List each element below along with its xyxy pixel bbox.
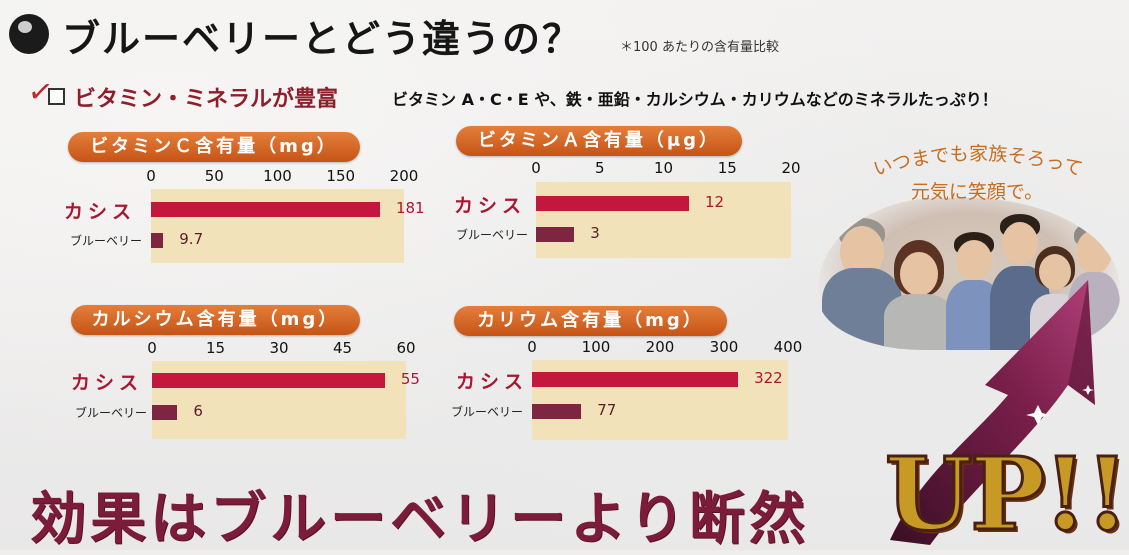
mother-figure [884, 238, 954, 350]
tick-label: 300 [709, 338, 739, 356]
data-label: 6 [193, 402, 203, 420]
tick-label: 100 [263, 167, 292, 185]
tick-label: 200 [389, 167, 419, 185]
data-label: 9.7 [179, 230, 204, 248]
category-label-cassis: カシス [71, 372, 144, 394]
tick-label: 100 [581, 338, 611, 356]
chart-title: ビタミンＣ含有量（mg） [68, 132, 360, 162]
sparkle-icon [1026, 385, 1094, 425]
chart-vitamin-a: ビタミンＡ含有量（μg） 0 5 10 15 20 カシス 12 ブルーベリー 3 [454, 126, 836, 271]
chart-vitamin-c: ビタミンＣ含有量（mg） 0 50 100 150 200 カシス 181 ブルーベリー 9.7 [64, 132, 448, 277]
bar-blueberry [532, 404, 582, 419]
chart-calcium: カルシウム含有量（mg） 0 15 30 45 60 カシス 55 ブルーベリー 6 [71, 305, 451, 450]
bar-cassis [532, 372, 739, 387]
data-label: 322 [754, 369, 783, 387]
tick-label: 150 [326, 167, 356, 185]
category-label-cassis: カシス [64, 201, 137, 223]
subheading-label: ビタミン・ミネラルが豊富 [74, 87, 339, 112]
tick-label: 0 [147, 339, 157, 357]
tick-label: 400 [773, 338, 803, 356]
category-label-blueberry: ブルーベリー [451, 405, 524, 419]
plot-area [536, 182, 791, 258]
rising-arrow-icon [890, 280, 1095, 545]
tick-label: 20 [781, 159, 801, 177]
checkbox-icon [48, 88, 65, 105]
slogan-line-2: 元気に笑顔で。 [911, 181, 1043, 203]
up-text: UP!! [883, 434, 1129, 555]
slogan-line-1: いつまでも家族そろって [871, 143, 1085, 181]
tick-label: 60 [396, 339, 416, 357]
subheading-description: ビタミン A・C・E や、鉄・亜鉛・カルシウム・カリウムなどのミネラルたっぷり！ [392, 90, 998, 109]
data-label: 55 [400, 370, 420, 388]
category-label-blueberry: ブルーベリー [70, 234, 143, 248]
tick-label: 5 [594, 159, 605, 177]
tick-label: 10 [653, 159, 674, 177]
data-label: 3 [590, 224, 600, 242]
bottom-slogan: 効果はブルーベリーより断然 [30, 486, 809, 552]
data-label: 77 [597, 401, 617, 419]
comparison-note: ＊100 あたりの含有量比較 [620, 40, 779, 55]
tick-label: 15 [717, 159, 737, 177]
bar-cassis [536, 196, 689, 211]
category-label-cassis: カシス [454, 195, 527, 217]
tick-label: 0 [527, 338, 537, 356]
bar-cassis [151, 202, 380, 217]
chart-title: ビタミンＡ含有量（μg） [456, 126, 742, 156]
bullet-icon [9, 14, 49, 54]
bar-blueberry [151, 233, 164, 248]
tick-label: 0 [146, 167, 156, 185]
tick-label: 15 [205, 339, 226, 357]
plot-area [151, 189, 404, 263]
bar-cassis [152, 373, 385, 388]
data-label: 181 [395, 199, 425, 217]
chart-title: カリウム含有量（mg） [454, 306, 727, 336]
data-label: 12 [705, 193, 725, 211]
category-label-blueberry: ブルーベリー [456, 228, 529, 242]
tick-label: 200 [645, 338, 675, 356]
category-label-blueberry: ブルーベリー [75, 406, 148, 420]
tick-label: 50 [204, 167, 224, 185]
bar-blueberry [536, 227, 575, 242]
tick-label: 45 [332, 339, 353, 357]
page-title: ブルーベリーとどう違うの？ [62, 17, 583, 61]
tick-label: 0 [531, 159, 541, 177]
family-slogan: いつまでも家族そろって 元気に笑顔で。 [871, 143, 1085, 203]
family-photo [818, 198, 1120, 350]
category-label-cassis: カシス [456, 371, 529, 393]
chart-title: カルシウム含有量（mg） [71, 305, 360, 335]
tick-label: 30 [269, 339, 289, 357]
chart-potassium: カリウム含有量（mg） 0 100 200 300 400 カシス 322 ブルーベリー 77 [451, 306, 834, 451]
bar-blueberry [152, 405, 178, 420]
